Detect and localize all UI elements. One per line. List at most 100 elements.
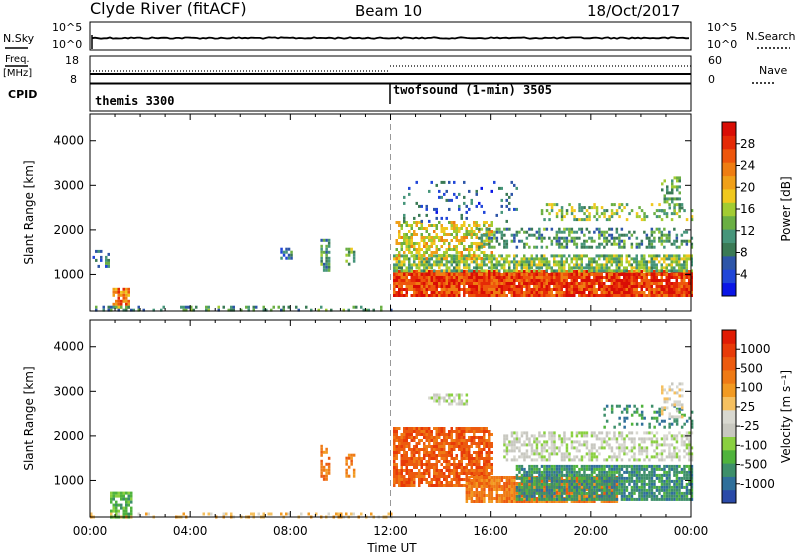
power-cell bbox=[630, 282, 633, 285]
velocity-cell bbox=[668, 464, 671, 468]
velocity-cell bbox=[663, 491, 666, 495]
power-cell bbox=[393, 266, 396, 270]
power-cell bbox=[673, 176, 676, 180]
velocity-cell bbox=[490, 476, 494, 479]
power-cell bbox=[658, 282, 661, 285]
velocity-cell bbox=[550, 497, 554, 501]
velocity-cell bbox=[658, 491, 661, 495]
velocity-cell bbox=[553, 491, 556, 495]
power-cell bbox=[680, 282, 683, 285]
power-cell bbox=[668, 279, 671, 282]
power-cell bbox=[428, 263, 431, 267]
power-cell bbox=[620, 254, 623, 258]
velocity-cell bbox=[583, 488, 586, 492]
velocity-cell bbox=[643, 464, 646, 468]
velocity-cell bbox=[478, 466, 481, 469]
velocity-cell bbox=[550, 443, 554, 447]
power-cell bbox=[533, 291, 536, 294]
power-cell bbox=[573, 263, 576, 267]
power-cell bbox=[463, 224, 466, 227]
power-cell bbox=[630, 257, 633, 261]
power-cell bbox=[548, 266, 551, 270]
power-cell bbox=[558, 291, 561, 294]
velocity-cell bbox=[630, 497, 634, 501]
power-cell bbox=[615, 260, 618, 264]
velocity-cell bbox=[413, 448, 416, 451]
power-cell bbox=[585, 273, 588, 276]
power-cell bbox=[395, 266, 398, 270]
power-cell bbox=[430, 291, 433, 294]
power-cell bbox=[97, 264, 100, 268]
power-cell bbox=[460, 254, 463, 257]
power-cell bbox=[448, 242, 451, 245]
velocity-cell bbox=[475, 482, 479, 485]
velocity-cell bbox=[458, 472, 461, 475]
velocity-cell bbox=[475, 442, 478, 445]
power-cell bbox=[445, 282, 448, 285]
velocity-cell bbox=[415, 460, 418, 463]
velocity-cell bbox=[493, 497, 496, 500]
power-cell bbox=[125, 296, 128, 300]
power-cell bbox=[398, 288, 401, 291]
velocity-cell bbox=[655, 497, 659, 501]
power-cell bbox=[673, 203, 676, 207]
velocity-cell bbox=[440, 472, 443, 475]
velocity-cell bbox=[598, 497, 601, 501]
power-cell bbox=[513, 279, 516, 282]
velocity-cell bbox=[465, 482, 469, 485]
power-cell bbox=[638, 291, 641, 294]
power-cell bbox=[613, 276, 616, 279]
power-cell bbox=[465, 227, 468, 230]
velocity-cell bbox=[520, 443, 524, 447]
velocity-cell bbox=[568, 497, 571, 501]
power-cell bbox=[428, 294, 431, 297]
power-cell bbox=[675, 245, 679, 249]
velocity-cell bbox=[553, 446, 556, 450]
power-cell bbox=[533, 294, 536, 297]
power-cell bbox=[393, 276, 396, 279]
velocity-cell bbox=[595, 485, 599, 489]
velocity-cell bbox=[483, 433, 486, 436]
power-cell bbox=[433, 263, 436, 267]
velocity-cell bbox=[450, 484, 453, 487]
power-cell bbox=[500, 294, 503, 297]
velocity-cell bbox=[688, 482, 691, 486]
power-cell bbox=[588, 276, 591, 279]
power-cell bbox=[563, 279, 566, 282]
power-cell bbox=[448, 294, 451, 297]
velocity-cell bbox=[590, 455, 594, 459]
power-cell bbox=[643, 263, 646, 267]
velocity-cell bbox=[608, 488, 611, 492]
power-cell bbox=[362, 308, 365, 312]
velocity-cell bbox=[558, 488, 561, 492]
velocity-cell bbox=[638, 467, 641, 471]
velocity-cell bbox=[300, 512, 303, 516]
velocity-cell bbox=[438, 475, 441, 478]
power-cell bbox=[435, 210, 438, 214]
velocity-cell bbox=[393, 457, 396, 460]
velocity-cell bbox=[400, 475, 403, 478]
power-cell bbox=[628, 212, 631, 216]
velocity-cell bbox=[488, 439, 491, 442]
velocity-cell bbox=[488, 494, 491, 497]
power-cell bbox=[663, 288, 666, 291]
velocity-cell bbox=[488, 451, 491, 454]
velocity-cell bbox=[433, 427, 436, 430]
power-cell bbox=[495, 260, 498, 264]
power-cell bbox=[513, 260, 516, 264]
power-cell bbox=[673, 206, 676, 210]
power-cell bbox=[420, 269, 423, 273]
power-cell bbox=[543, 260, 546, 264]
power-cell bbox=[668, 269, 671, 273]
power-cell bbox=[530, 291, 533, 294]
velocity-cell bbox=[668, 494, 671, 498]
power-cell bbox=[588, 291, 591, 294]
power-cell bbox=[485, 291, 488, 294]
power-cell bbox=[455, 257, 458, 260]
velocity-cell bbox=[535, 440, 539, 444]
velocity-cell bbox=[598, 437, 601, 441]
velocity-cell bbox=[675, 488, 679, 492]
power-cell bbox=[463, 221, 466, 224]
power-cell bbox=[480, 266, 483, 270]
